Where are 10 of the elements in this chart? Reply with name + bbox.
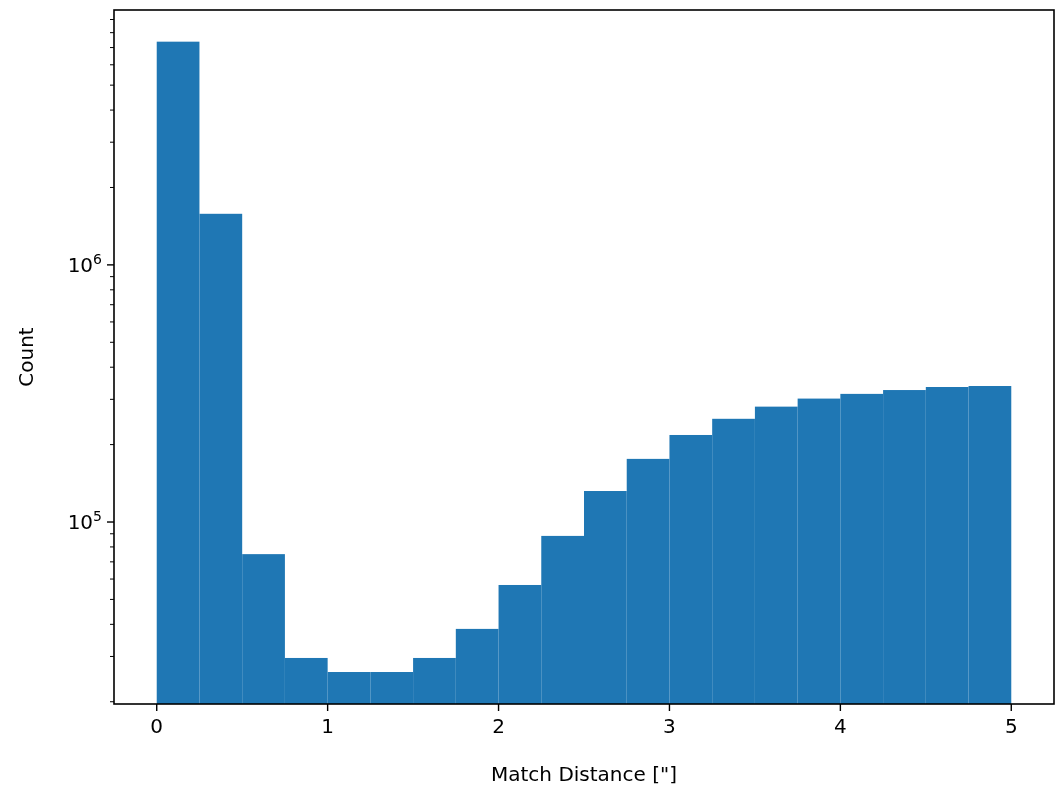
x-tick-label: 5: [1004, 714, 1018, 738]
y-axis-title: Count: [14, 327, 38, 387]
x-axis-title: Match Distance ["]: [491, 762, 677, 786]
x-tick-label: 4: [834, 714, 847, 738]
y-tick-label: 10$^{6}$: [67, 250, 103, 277]
y-tick-label: 10$^{5}$: [67, 508, 102, 535]
x-tick-label: 1: [321, 714, 334, 738]
x-tick-label: 3: [663, 714, 676, 738]
x-tick-label: 2: [492, 714, 505, 738]
x-tick-label: 0: [150, 714, 164, 738]
